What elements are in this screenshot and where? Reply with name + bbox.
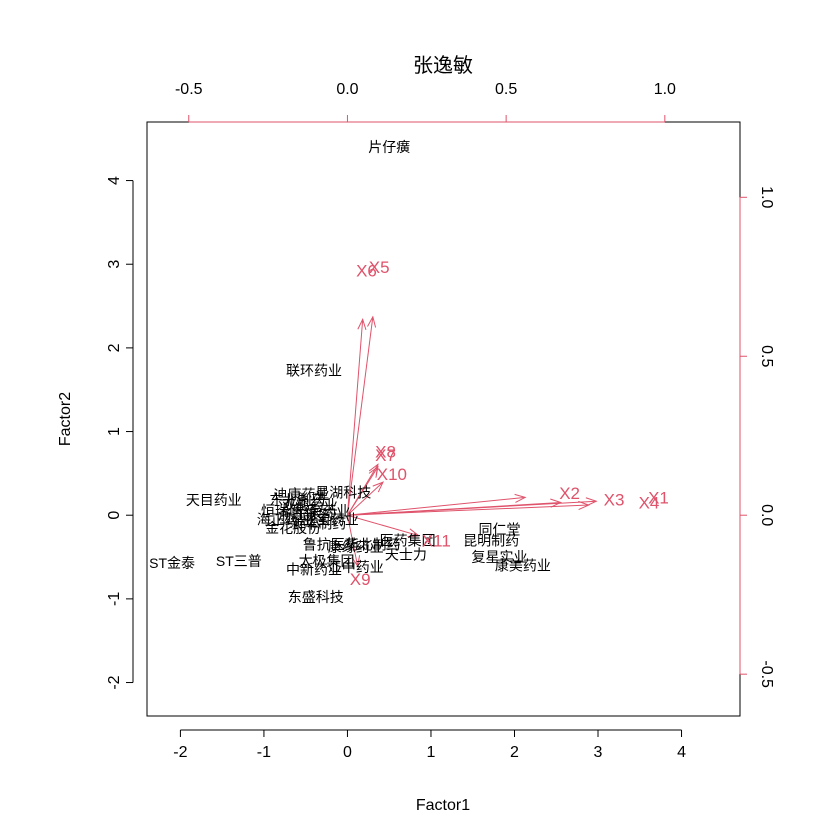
loading-arrowhead-X3 xyxy=(550,498,563,508)
bottom-tick-label-4: 2 xyxy=(510,744,519,761)
loading-arrowhead-X11 xyxy=(407,528,420,538)
loading-arrow-X2 xyxy=(347,496,526,516)
point-label-17: 康缘药业 xyxy=(328,539,384,555)
point-label-10: 医药集团 xyxy=(380,532,436,548)
loading-arrowhead-X9 xyxy=(351,555,361,568)
loading-arrow-X3 xyxy=(347,501,561,516)
point-label-19: 江中药业 xyxy=(328,559,384,575)
bottom-tick-label-1: -1 xyxy=(257,744,271,761)
loading-arrow-X6 xyxy=(346,319,364,516)
loading-label-X8: X8 xyxy=(375,443,396,462)
right-tick-label-0: -0.5 xyxy=(758,660,775,688)
point-label-0: 片仔癀 xyxy=(368,139,410,155)
loading-arrow-X5 xyxy=(346,316,374,516)
left-tick-label-1: -1 xyxy=(106,592,123,606)
loading-arrow-X11 xyxy=(347,514,419,537)
point-label-27: 华海药业 xyxy=(294,503,350,519)
point-label-18: 鲁抗医药 xyxy=(303,536,359,552)
point-label-26: 东北制药 xyxy=(269,492,325,508)
loading-arrowhead-X1 xyxy=(585,497,598,507)
right-tick-label-1: 0.0 xyxy=(758,504,775,526)
point-label-4: 星湖科技 xyxy=(315,485,371,501)
right-tick-label-2: 0.5 xyxy=(758,345,775,367)
point-label-14: ST金泰 xyxy=(149,555,195,571)
loading-label-X7: X7 xyxy=(375,446,396,465)
point-label-20: 华北制药 xyxy=(345,536,401,552)
left-tick-label-2: 0 xyxy=(106,511,123,520)
loading-arrow-X8 xyxy=(347,464,379,516)
left-tick-label-0: -2 xyxy=(106,675,123,689)
point-label-9: 天士力 xyxy=(385,547,427,563)
left-tick-label-6: 4 xyxy=(106,176,123,185)
loading-arrowhead-X10 xyxy=(372,481,384,493)
loading-label-X6: X6 xyxy=(356,261,377,280)
point-label-7: 复星实业 xyxy=(471,549,527,565)
point-label-6: 昆明制药 xyxy=(463,532,519,548)
loading-label-X2: X2 xyxy=(559,484,580,503)
point-label-3: 迪康药业 xyxy=(274,486,330,502)
point-label-23: 双鹤药业 xyxy=(282,497,338,513)
loading-arrowhead-X5 xyxy=(367,315,377,328)
point-label-1: 联环药业 xyxy=(286,362,342,378)
loading-arrow-X4 xyxy=(347,504,589,516)
left-tick-label-4: 2 xyxy=(106,343,123,352)
loading-arrowhead-X8 xyxy=(368,463,379,476)
loading-arrow-X10 xyxy=(347,481,384,516)
loading-arrowhead-X2 xyxy=(514,493,527,503)
point-label-11: 中新药业 xyxy=(286,562,342,578)
point-label-12: 太极集团 xyxy=(299,553,355,569)
point-label-24: 海正药业 xyxy=(257,511,313,527)
loading-label-X10: X10 xyxy=(377,465,407,484)
loading-label-X5: X5 xyxy=(369,258,390,277)
loading-label-X1: X1 xyxy=(648,489,669,508)
chart-title: 张逸敏 xyxy=(413,54,473,77)
loading-label-X3: X3 xyxy=(604,490,625,509)
point-label-21: 浙江医药 xyxy=(278,507,334,523)
right-tick-label-3: 1.0 xyxy=(758,186,775,208)
point-label-15: ST三普 xyxy=(216,553,262,569)
loading-label-X9: X9 xyxy=(350,570,371,589)
point-label-25: 新华制药 xyxy=(290,516,346,532)
loading-arrow-X9 xyxy=(346,515,359,567)
axes: -2 -1 0 1 2 3 4 -2 -1 0 1 2 3 4 -0.5 0.0 0.5 1.0 -0.5 0.0 0.… xyxy=(106,81,775,761)
loading-label-X4: X4 xyxy=(639,493,660,512)
point-label-28: 亚宝药业 xyxy=(303,511,359,527)
bottom-tick-label-0: -2 xyxy=(173,744,187,761)
bottom-tick-label-6: 4 xyxy=(677,744,686,761)
point-label-5: 同仁堂 xyxy=(478,521,520,537)
bottom-tick-label-2: 0 xyxy=(343,744,352,761)
bottom-tick-label-5: 3 xyxy=(594,744,603,761)
point-label-22: 恒瑞医药 xyxy=(261,503,317,519)
point-label-16: 金花股份 xyxy=(265,520,321,536)
top-tick-label-2: 0.5 xyxy=(495,81,517,98)
bottom-tick-label-3: 1 xyxy=(427,744,436,761)
point-label-13: 东盛科技 xyxy=(288,589,344,605)
loading-arrows xyxy=(346,315,598,568)
point-label-8: 康美药业 xyxy=(495,557,551,573)
top-tick-label-0: -0.5 xyxy=(175,81,203,98)
left-tick-label-5: 3 xyxy=(106,260,123,269)
loading-arrowhead-X4 xyxy=(578,500,591,511)
left-tick-label-3: 1 xyxy=(106,427,123,436)
top-tick-label-1: 0.0 xyxy=(336,81,358,98)
plot-frame xyxy=(146,121,741,717)
loading-label-X11: X11 xyxy=(422,532,451,551)
x-axis-label: Factor1 xyxy=(416,797,470,814)
y-axis-label: Factor2 xyxy=(57,392,74,446)
point-label-2: 天目药业 xyxy=(186,492,242,508)
loading-arrowhead-X6 xyxy=(357,318,367,331)
top-tick-label-3: 1.0 xyxy=(654,81,676,98)
